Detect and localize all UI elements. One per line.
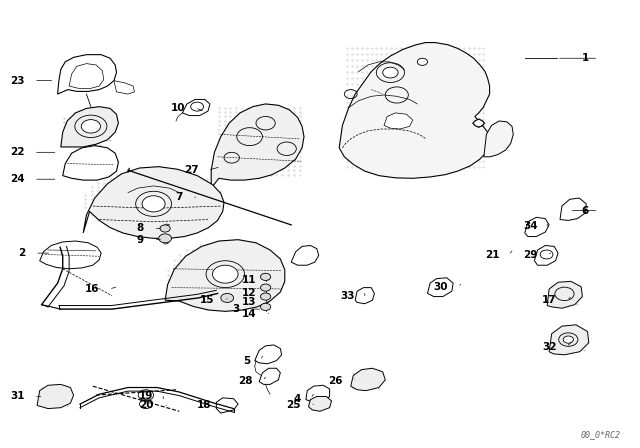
Circle shape xyxy=(260,284,271,291)
Text: 25: 25 xyxy=(286,401,301,410)
Polygon shape xyxy=(384,113,413,129)
Text: 7: 7 xyxy=(175,192,182,202)
Text: 26: 26 xyxy=(328,376,342,386)
Text: 29: 29 xyxy=(524,250,538,260)
Circle shape xyxy=(159,234,172,243)
Text: 14: 14 xyxy=(241,309,256,319)
Text: 34: 34 xyxy=(523,221,538,231)
Text: 3: 3 xyxy=(233,304,240,314)
Polygon shape xyxy=(308,396,332,411)
Polygon shape xyxy=(37,384,74,409)
Text: 9: 9 xyxy=(137,235,144,245)
Polygon shape xyxy=(165,240,285,311)
Circle shape xyxy=(383,67,398,78)
Text: 12: 12 xyxy=(241,289,256,298)
Text: 8: 8 xyxy=(137,224,144,233)
Text: 6: 6 xyxy=(582,206,589,215)
Circle shape xyxy=(260,303,271,310)
Text: 27: 27 xyxy=(184,165,198,175)
Polygon shape xyxy=(351,368,385,391)
Text: 4: 4 xyxy=(293,394,301,404)
Circle shape xyxy=(260,293,271,300)
Text: 17: 17 xyxy=(542,295,557,305)
Text: 22: 22 xyxy=(10,147,24,157)
Polygon shape xyxy=(211,104,304,188)
Text: 2: 2 xyxy=(19,248,26,258)
Text: 5: 5 xyxy=(244,356,251,366)
Polygon shape xyxy=(83,167,224,238)
Text: 24: 24 xyxy=(10,174,24,184)
Text: 30: 30 xyxy=(433,282,448,292)
Circle shape xyxy=(81,120,100,133)
Circle shape xyxy=(260,273,271,280)
Text: 10: 10 xyxy=(171,103,186,112)
Circle shape xyxy=(221,293,234,302)
Text: 33: 33 xyxy=(340,291,355,301)
Polygon shape xyxy=(547,281,582,308)
Text: 18: 18 xyxy=(196,401,211,410)
Text: 21: 21 xyxy=(484,250,499,260)
Text: 31: 31 xyxy=(10,392,24,401)
Polygon shape xyxy=(549,325,589,355)
Text: 20: 20 xyxy=(139,401,154,410)
Text: 15: 15 xyxy=(200,295,214,305)
Text: 32: 32 xyxy=(542,342,557,352)
Text: 16: 16 xyxy=(84,284,99,294)
Text: 00_0*RC2: 00_0*RC2 xyxy=(581,430,621,439)
Text: 19: 19 xyxy=(140,392,154,401)
Circle shape xyxy=(142,196,165,212)
Polygon shape xyxy=(61,107,118,147)
Circle shape xyxy=(212,265,238,283)
Text: 11: 11 xyxy=(241,275,256,285)
Text: 13: 13 xyxy=(241,297,256,307)
Circle shape xyxy=(160,225,170,232)
Text: 1: 1 xyxy=(582,53,589,63)
Text: 23: 23 xyxy=(10,76,24,86)
Polygon shape xyxy=(339,43,490,178)
Polygon shape xyxy=(472,119,485,128)
Text: 28: 28 xyxy=(238,376,253,386)
Polygon shape xyxy=(484,121,513,157)
Circle shape xyxy=(563,336,573,343)
